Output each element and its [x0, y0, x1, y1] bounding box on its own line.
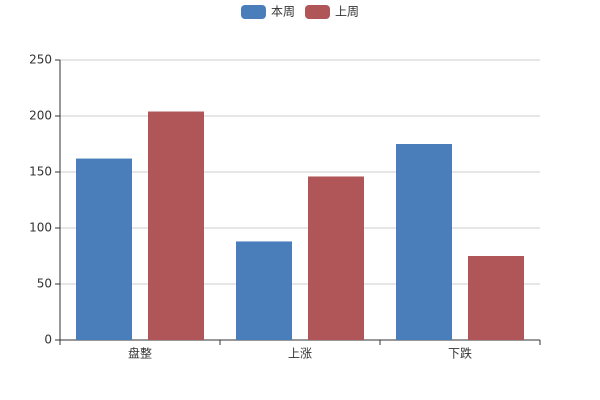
legend-label: 上周: [335, 5, 359, 19]
y-tick-label: 100: [29, 221, 52, 235]
x-tick-label: 盘整: [128, 346, 152, 361]
legend-label: 本周: [271, 5, 295, 19]
y-tick-label: 200: [29, 109, 52, 123]
y-tick-label: 150: [29, 165, 52, 179]
x-tick-label: 下跌: [448, 346, 472, 361]
y-tick-label: 0: [44, 333, 52, 347]
legend-icon: [240, 5, 266, 19]
y-tick-label: 250: [29, 53, 52, 67]
bar: [396, 144, 452, 340]
bar: [76, 158, 132, 340]
bar: [468, 256, 524, 340]
x-tick-label: 上涨: [288, 346, 312, 361]
legend: 本周 上周: [240, 5, 359, 19]
bar: [148, 111, 204, 341]
legend-icon: [305, 5, 330, 19]
bar: [308, 176, 364, 340]
y-tick-label: 50: [37, 277, 52, 291]
bar: [236, 241, 292, 340]
